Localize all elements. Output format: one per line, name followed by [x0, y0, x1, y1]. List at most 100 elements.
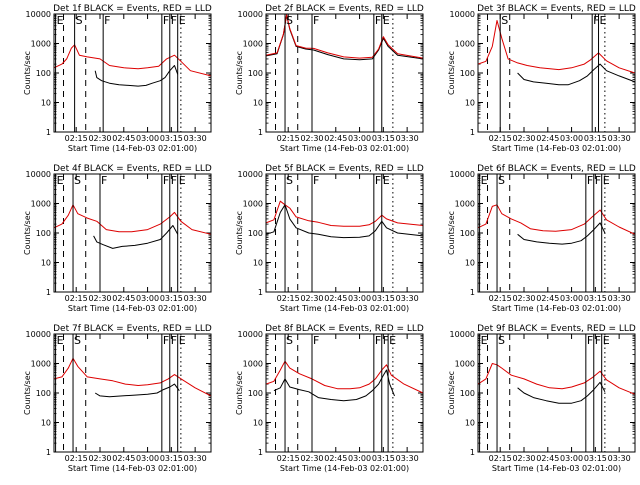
x-tick-label: 03:00 [348, 134, 371, 143]
x-tick-label: 03:30 [184, 454, 207, 463]
marker-label: F [587, 174, 593, 187]
marker-label: F [101, 174, 107, 187]
plot-frame [53, 173, 212, 293]
y-tick-label: 100 [248, 69, 263, 78]
x-axis-label: Start Time (14-Feb-03 02:01:00) [280, 464, 409, 473]
y-tick-label: 10000 [238, 330, 263, 339]
marker-label: F [595, 174, 601, 187]
plot-frame [477, 13, 636, 133]
x-tick-label: 03:15 [372, 294, 395, 303]
x-tick-label: 02:15 [489, 454, 512, 463]
x-tick-label: 03:00 [348, 454, 371, 463]
plot-frame [477, 333, 636, 453]
x-tick-label: 02:15 [489, 294, 512, 303]
marker-label: S [286, 334, 293, 347]
y-tick-label: 1 [470, 448, 475, 457]
x-tick-label: 02:15 [277, 134, 300, 143]
series-line-lld [53, 44, 212, 77]
x-tick-label: 03:15 [372, 454, 395, 463]
x-tick-label: 02:30 [300, 454, 323, 463]
marker-label: E [383, 14, 390, 27]
x-tick-label: 03:30 [608, 134, 631, 143]
y-tick-label: 1 [470, 288, 475, 297]
marker-label: F [313, 174, 319, 187]
x-tick-label: 03:00 [560, 454, 583, 463]
series-line-events [273, 369, 395, 402]
y-axis-label: Counts/sec [23, 51, 32, 95]
panel-det-1: Det 1f BLACK = Events, RED = LLD Counts/s… [23, 4, 212, 153]
x-tick-label: 03:15 [584, 454, 607, 463]
plot-frame [53, 333, 212, 453]
y-tick-label: 10000 [450, 330, 475, 339]
series-line-lld [265, 360, 424, 394]
x-tick-label: 03:15 [584, 294, 607, 303]
x-tick-label: 02:30 [300, 134, 323, 143]
y-tick-label: 1 [46, 128, 51, 137]
marker-label: E [389, 334, 396, 347]
marker-label: S [74, 334, 81, 347]
y-tick-label: 10 [253, 99, 263, 108]
y-tick-label: 100 [248, 389, 263, 398]
x-tick-label: 02:45 [112, 294, 135, 303]
marker-label: F [593, 14, 599, 27]
x-tick-label: 02:30 [88, 294, 111, 303]
series-line-lld [477, 363, 636, 395]
marker-label: F [163, 334, 169, 347]
y-tick-label: 10 [253, 419, 263, 428]
panel-det-9: Det 9f BLACK = Events, RED = LLD Counts/s… [447, 324, 636, 473]
x-tick-label: 03:15 [584, 134, 607, 143]
y-tick-label: 100 [36, 69, 51, 78]
x-tick-label: 03:15 [160, 454, 183, 463]
x-tick-label: 02:30 [300, 294, 323, 303]
x-tick-label: 02:45 [324, 294, 347, 303]
marker-label: E [179, 14, 186, 27]
y-tick-label: 10000 [450, 10, 475, 19]
y-tick-label: 1 [258, 128, 263, 137]
x-tick-label: 02:30 [88, 134, 111, 143]
series-line-lld [53, 357, 212, 397]
x-tick-label: 02:45 [112, 134, 135, 143]
y-axis-label: Counts/sec [447, 371, 456, 415]
x-axis-label: Start Time (14-Feb-03 02:01:00) [68, 464, 197, 473]
x-tick-label: 02:30 [88, 454, 111, 463]
y-tick-label: 10 [465, 99, 475, 108]
x-tick-label: 03:30 [396, 134, 419, 143]
marker-label: E [603, 334, 610, 347]
marker-label: S [286, 14, 293, 27]
x-tick-label: 02:45 [536, 294, 559, 303]
x-tick-label: 03:15 [160, 294, 183, 303]
marker-label: F [313, 14, 319, 27]
marker-label: S [74, 174, 81, 187]
x-tick-label: 02:30 [512, 454, 535, 463]
x-tick-label: 02:30 [512, 294, 535, 303]
x-tick-label: 03:30 [184, 294, 207, 303]
series-line-events [517, 222, 606, 245]
y-tick-label: 1000 [31, 200, 51, 209]
panel-det-4: Det 4f BLACK = Events, RED = LLD Counts/s… [23, 164, 212, 313]
series-line-events [94, 383, 180, 398]
panel-det-2: Det 2f BLACK = Events, RED = LLD Counts/s… [235, 4, 424, 153]
marker-label: F [171, 14, 177, 27]
series-line-events [517, 63, 636, 86]
x-tick-label: 02:45 [324, 454, 347, 463]
x-tick-label: 03:00 [136, 454, 159, 463]
x-axis-label: Start Time (14-Feb-03 02:01:00) [492, 464, 621, 473]
x-tick-label: 02:15 [277, 294, 300, 303]
plot-frame [265, 13, 424, 133]
x-tick-label: 02:15 [489, 134, 512, 143]
marker-label: F [171, 334, 177, 347]
x-axis-label: Start Time (14-Feb-03 02:01:00) [280, 144, 409, 153]
x-tick-label: 03:00 [136, 294, 159, 303]
marker-label: F [375, 334, 381, 347]
panel-title: Det 8f BLACK = Events, RED = LLD [265, 324, 424, 334]
y-tick-label: 1 [258, 288, 263, 297]
marker-label: F [163, 14, 169, 27]
panel-title: Det 3f BLACK = Events, RED = LLD [477, 4, 636, 14]
y-tick-label: 10000 [238, 10, 263, 19]
x-tick-label: 03:00 [136, 134, 159, 143]
plot-frame [265, 173, 424, 293]
y-tick-label: 10 [41, 99, 51, 108]
series-line-events [517, 381, 606, 404]
